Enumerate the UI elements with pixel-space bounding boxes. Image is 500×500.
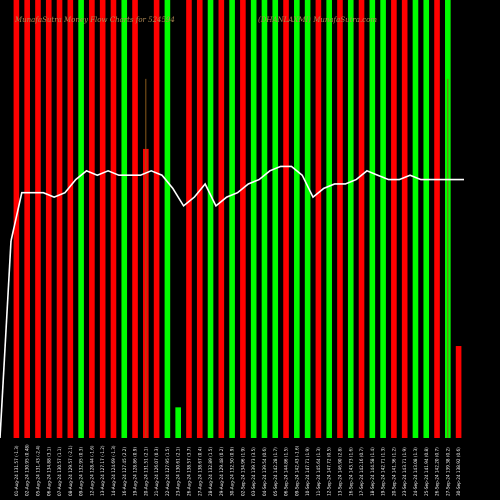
x-tick-label: 19-Sep-24 142.71 (1.3) [381,447,386,496]
x-tick-label: 17-Sep-24 142.16 (0.7) [359,447,364,496]
price-line [10,165,464,242]
money-flow-bar [186,0,192,438]
x-tick-label: 26-Aug-24 138.57 (3.7) [186,447,191,496]
money-flow-bar [78,0,84,438]
x-tick-label: 30-Sep-24 138.92 (0.6) [456,447,461,496]
money-flow-bar [110,0,117,438]
money-flow-bar [45,0,52,438]
money-flow-bar [455,346,462,438]
money-flow-bar [196,0,203,438]
x-tick-label: 16-Sep-24 143.73 (1.6) [348,447,353,496]
money-flow-bar [358,0,365,438]
money-flow-bar [391,0,397,438]
x-tick-label: 13-Aug-24 127.17 (-1.2) [100,445,105,496]
chart-subtitle: (DHANLAXMI) MunafaSutra.com [258,16,377,24]
x-tick-label: 02-Sep-24 134.96 (1.9) [240,447,245,496]
money-flow-bar [218,0,225,438]
x-tick-label: 23-Aug-24 130.61 (2.1) [176,447,181,496]
money-flow-bar [272,0,279,438]
money-flow-bar [132,0,138,438]
money-flow-bar [67,0,74,438]
money-flow-bar [35,0,41,438]
x-tick-label: 24-Sep-24 143.08 (1.3) [413,447,418,496]
money-flow-bar [283,0,289,438]
x-tick-label: 12-Sep-24 147.72 (0.5) [327,447,332,496]
x-tick-label: 23-Sep-24 143.71 (1.9) [402,447,407,496]
money-flow-bar [207,0,214,438]
money-flow-bar [337,0,343,438]
money-flow-bar [56,0,63,438]
x-tick-label: 03-Sep-24 139.73 (3.5) [251,447,256,496]
money-flow-bar [380,0,386,438]
money-flow-bar [315,0,322,438]
x-tick-labels: 01-Aug-24 131.57 (-1.3) 02-Aug-24 130.95 … [14,444,461,496]
money-flow-bar [261,0,268,438]
x-tick-label: 21-Aug-24 126.07 (0.3) [154,447,159,496]
x-tick-label: 18-Sep-24 144.58 (1.4) [370,447,375,496]
money-flow-bar [153,0,160,438]
x-tick-label: 05-Aug-24 131.43 (-2.4) [35,445,40,496]
money-flow-bar [326,0,332,438]
x-tick-label: 22-Aug-24 127.95 (1.5) [165,447,170,496]
money-flow-bar [164,0,171,438]
x-tick-label: 27-Sep-24 139.38 (0.2) [445,447,450,496]
x-tick-label: 11-Sep-24 145.64 (1.3) [316,447,321,496]
money-flow-bar [240,0,246,438]
x-tick-label: 05-Sep-24 142.28 (1.7) [273,447,278,496]
x-tick-label: 14-Aug-24 124.69 (-1.3) [111,445,116,496]
x-tick-label: 09-Sep-24 142.43 (-1.6) [294,445,299,496]
x-tick-label: 08-Aug-24 129.57 (-2.1) [68,445,73,496]
x-tick-label: 04-Sep-24 139.54 (0.6) [262,447,267,496]
money-flow-bar [423,0,430,438]
price-line-layer [0,165,464,439]
money-flow-bar [99,0,106,438]
chart-title: MunafaSutra Money Flow Charts for 524594 [14,16,175,24]
marker-lines-layer [145,78,449,438]
money-flow-bar [175,407,181,438]
x-tick-label: 12-Aug-24 128.44 (-1.6) [89,445,94,496]
money-flow-bar [121,0,128,438]
x-tick-label: 02-Aug-24 130.95 (0.48) [25,444,30,496]
money-flow-bar [401,0,408,438]
money-flow-bar [304,0,311,438]
x-tick-label: 29-Aug-24 129.48 (0.2) [219,447,224,496]
money-flow-bar [89,0,95,438]
x-tick-label: 30-Aug-24 132.50 (0.9) [230,447,235,496]
money-flow-bar [229,0,235,438]
x-tick-label: 06-Aug-24 134.88 (3.1) [46,447,51,496]
x-tick-label: 09-Aug-24 132.95 (0.3) [79,447,84,496]
x-tick-label: 20-Sep-24 141.36 (1.2) [391,447,396,496]
x-tick-label: 25-Sep-24 141.94 (0.8) [424,447,429,496]
x-tick-label: 16-Aug-24 127.45 (2.2) [122,447,127,496]
money-flow-bar [24,0,30,438]
money-flow-bar [412,0,419,438]
x-tick-label: 26-Sep-24 142.20 (0.7) [435,447,440,496]
x-tick-label: 27-Aug-24 138.67 (0.4) [197,447,202,496]
x-tick-label: 19-Aug-24 128.86 (0.9) [133,447,138,496]
x-tick-label: 20-Aug-24 131.51 (2.1) [143,447,148,496]
x-tick-label: 10-Sep-24 147.71 (1.9) [305,447,310,496]
x-tick-label: 01-Aug-24 131.57 (-1.3) [14,445,19,496]
price-line-start [0,240,12,439]
x-tick-label: 07-Aug-24 130.57 (1.1) [57,447,62,496]
money-flow-bar [250,0,257,438]
x-tick-label: 13-Sep-24 146.90 (2.8) [337,447,342,496]
money-flow-bar [294,0,300,438]
x-tick-label: 06-Sep-24 144.86 (1.5) [284,447,289,496]
money-flow-bar [434,0,440,438]
money-flow-bar [347,0,354,438]
x-tick-label: 28-Aug-24 132.89 (1.5) [208,447,213,496]
money-flow-bar [369,0,376,438]
